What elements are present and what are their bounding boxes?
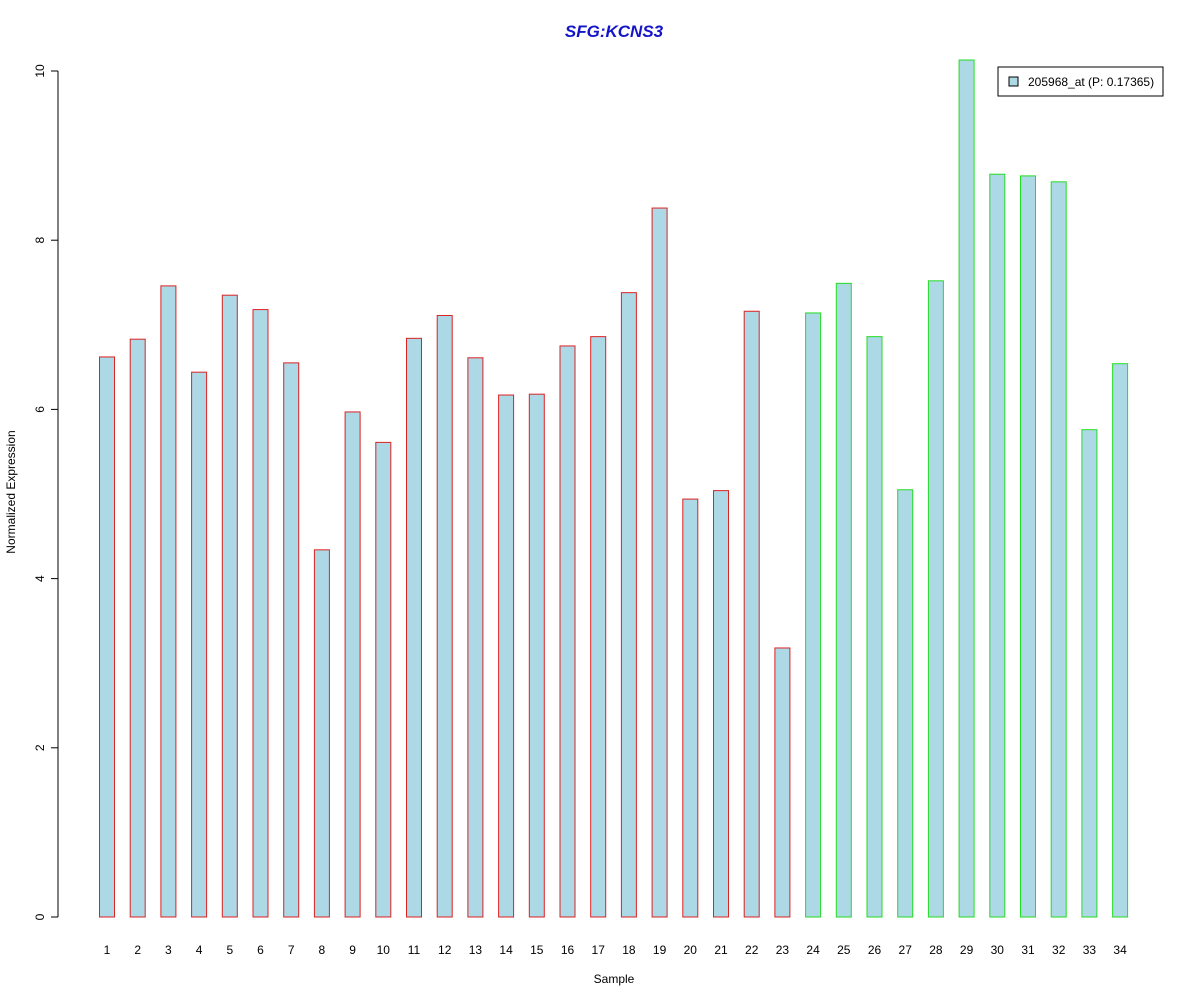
y-tick-label: 6 [33, 406, 47, 413]
x-tick-label: 28 [929, 943, 943, 957]
x-tick-label: 14 [499, 943, 513, 957]
bar-sample-30 [989, 173, 1006, 918]
x-tick-label: 33 [1083, 943, 1097, 957]
chart-title: SFG:KCNS3 [565, 22, 664, 41]
y-tick-label: 8 [33, 237, 47, 244]
y-tick-label: 0 [33, 913, 47, 920]
bar-sample-15 [528, 393, 545, 918]
x-tick-label: 2 [134, 943, 141, 957]
x-tick-label: 10 [377, 943, 391, 957]
bar-sample-34 [1112, 363, 1129, 918]
x-tick-label: 1 [104, 943, 111, 957]
x-axis-tick-labels: 1 2 3 4 5 6 7 8 9 10 11 12 13 14 15 16 17 18 19 20 21 22 23 24 2… [104, 943, 1127, 957]
bar-sample-9 [344, 411, 361, 918]
bar-sample-2 [129, 338, 146, 918]
y-tick-label: 2 [33, 744, 47, 751]
bar-sample-23 [774, 647, 791, 918]
x-tick-label: 19 [653, 943, 667, 957]
x-tick-label: 30 [991, 943, 1005, 957]
y-axis-label: Normalized Expression [4, 430, 18, 553]
x-tick-label: 24 [806, 943, 820, 957]
bar-sample-18 [620, 292, 637, 918]
x-tick-label: 23 [776, 943, 790, 957]
x-tick-label: 13 [469, 943, 483, 957]
y-tick-label: 4 [33, 575, 47, 582]
bar-sample-24 [805, 312, 822, 918]
bar-sample-21 [713, 490, 729, 918]
bar-sample-19 [651, 207, 668, 918]
x-tick-label: 27 [899, 943, 913, 957]
x-tick-label: 9 [349, 943, 356, 957]
bar-sample-14 [498, 394, 515, 918]
x-tick-label: 15 [530, 943, 544, 957]
bar-sample-4 [191, 371, 208, 918]
x-tick-label: 34 [1113, 943, 1127, 957]
x-tick-label: 5 [226, 943, 233, 957]
bar-sample-26 [866, 336, 883, 918]
x-tick-label: 7 [288, 943, 295, 957]
bar-sample-17 [590, 336, 607, 918]
x-tick-label: 11 [408, 943, 421, 957]
legend-label: 205968_at (P: 0.17365) [1028, 75, 1154, 89]
bar-sample-16 [559, 345, 576, 918]
bar-sample-31 [1020, 175, 1036, 918]
bar-sample-22 [743, 310, 760, 918]
x-tick-label: 17 [592, 943, 606, 957]
bar-sample-1 [99, 356, 115, 918]
x-tick-label: 6 [257, 943, 264, 957]
x-tick-label: 22 [745, 943, 759, 957]
bar-sample-11 [406, 337, 422, 918]
bar-sample-3 [160, 285, 177, 918]
x-tick-label: 20 [684, 943, 698, 957]
legend: 205968_at (P: 0.17365) [997, 66, 1164, 97]
x-tick-label: 12 [438, 943, 452, 957]
y-axis: 0 2 4 6 8 10 [33, 64, 59, 920]
bar-sample-5 [221, 294, 238, 918]
bar-sample-32 [1050, 181, 1067, 918]
x-tick-label: 21 [714, 943, 728, 957]
x-tick-label: 29 [960, 943, 974, 957]
x-tick-label: 26 [868, 943, 882, 957]
x-tick-label: 25 [837, 943, 851, 957]
x-tick-label: 8 [319, 943, 326, 957]
x-tick-label: 32 [1052, 943, 1066, 957]
x-tick-label: 31 [1021, 943, 1035, 957]
bar-sample-10 [375, 441, 392, 918]
x-tick-label: 18 [622, 943, 636, 957]
x-tick-label: 3 [165, 943, 172, 957]
legend-box [997, 66, 1164, 97]
bar-sample-20 [682, 498, 699, 918]
bar-sample-29 [958, 59, 975, 918]
x-tick-label: 4 [196, 943, 203, 957]
bar-sample-33 [1081, 429, 1098, 918]
bar-sample-6 [252, 309, 269, 918]
x-tick-label: 16 [561, 943, 575, 957]
bar-sample-13 [467, 357, 484, 918]
bar-sample-12 [436, 314, 453, 918]
x-axis-label: Sample [594, 972, 635, 986]
bar-sample-25 [835, 282, 852, 918]
bar-sample-7 [283, 362, 300, 918]
bar-sample-28 [927, 280, 944, 918]
bar-sample-27 [897, 489, 914, 918]
bar-sample-8 [313, 549, 330, 918]
legend-swatch [1008, 76, 1019, 87]
y-tick-label: 10 [33, 64, 47, 78]
bars-group [99, 59, 1129, 918]
